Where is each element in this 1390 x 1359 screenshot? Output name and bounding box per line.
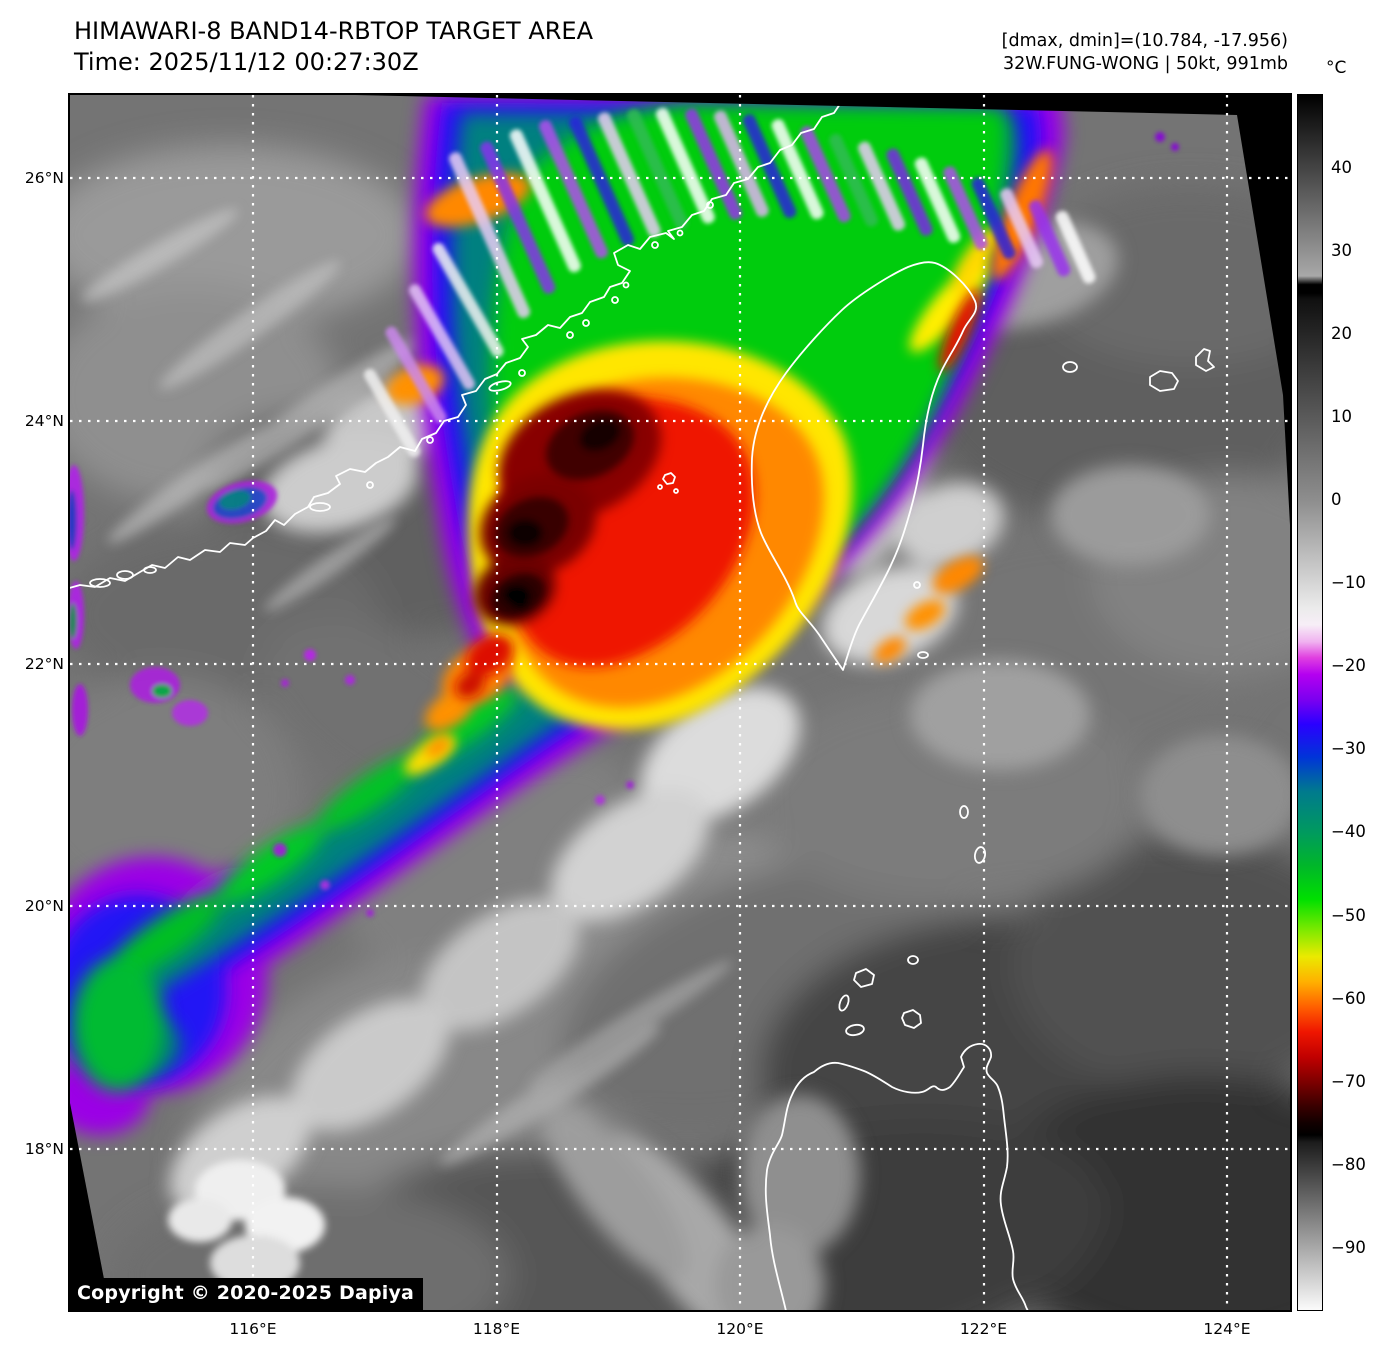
satellite-image — [70, 95, 1290, 1310]
copyright-text: Copyright © 2020-2025 Dapiya — [77, 1282, 415, 1304]
colorbar-tick-label: −10 — [1331, 573, 1366, 593]
yaeyama-islands — [1062, 348, 1215, 392]
colorbar-tick-label: −80 — [1331, 1154, 1366, 1174]
colorbar-tick-label: 10 — [1331, 407, 1352, 427]
coastlines — [70, 95, 1215, 1310]
title-block: HIMAWARI-8 BAND14-RBTOP TARGET AREA Time… — [74, 16, 593, 78]
storm-scattered-patches — [70, 132, 1179, 917]
lat-tick-label: 26°N — [24, 169, 64, 187]
map-canvas: Copyright © 2020-2025 Dapiya — [68, 93, 1292, 1312]
dmax-dmin-readout: [dmax, dmin]=(10.784, -17.956) — [1001, 31, 1288, 51]
swath-mask — [70, 95, 1290, 1310]
lat-tick-label: 20°N — [24, 897, 64, 916]
coastline-china — [70, 95, 851, 589]
coastline-taiwan — [750, 261, 978, 671]
colorbar-tick-label: −20 — [1331, 656, 1366, 676]
page-timestamp: Time: 2025/11/12 00:27:30Z — [74, 48, 419, 76]
storm-info: 32W.FUNG-WONG | 50kt, 991mb — [1003, 54, 1288, 74]
lon-tick-label: 122°E — [959, 1320, 1008, 1338]
lon-tick-label: 118°E — [472, 1320, 521, 1338]
colorbar-tick-label: −70 — [1331, 1071, 1366, 1091]
copyright-badge: Copyright © 2020-2025 Dapiya — [70, 1278, 424, 1310]
colorbar-tick-label: −60 — [1331, 988, 1366, 1008]
taiwan-nearby-islands — [657, 472, 929, 659]
colorbar-tick-label: 30 — [1331, 241, 1352, 261]
coastline-luzon — [764, 1043, 1029, 1310]
colorbar-tick-label: −90 — [1331, 1237, 1366, 1257]
lat-tick-label: 22°N — [24, 654, 64, 673]
annotation-block: [dmax, dmin]=(10.784, -17.956) 32W.FUNG-… — [1002, 30, 1288, 76]
babuyan-batanes-islands — [838, 805, 987, 1037]
colorbar — [1297, 94, 1323, 1311]
coastal-islets — [89, 201, 714, 588]
colorbar-tick-label: 40 — [1331, 158, 1352, 178]
lon-tick-label: 120°E — [716, 1320, 764, 1338]
cloud-layer-large — [70, 145, 1290, 1310]
striation-layer — [364, 107, 1096, 458]
lon-tick-label: 124°E — [1203, 1320, 1251, 1338]
colorbar-tick-label: −30 — [1331, 739, 1366, 759]
storm-layer-core-black — [491, 410, 634, 617]
lat-tick-label: 18°N — [24, 1140, 64, 1159]
lon-tick-label: 116°E — [229, 1320, 277, 1338]
colorbar-tick-label: −50 — [1331, 905, 1366, 925]
cirrus-streaks — [81, 208, 732, 1165]
colorbar-unit-label: °C — [1326, 58, 1347, 78]
colorbar-tick-label: 0 — [1331, 490, 1342, 510]
colorbar-tick-label: −40 — [1331, 822, 1366, 842]
colorbar-tick-label: 20 — [1331, 324, 1352, 344]
lat-tick-label: 24°N — [24, 411, 64, 430]
page-title: HIMAWARI-8 BAND14-RBTOP TARGET AREA — [74, 17, 594, 45]
